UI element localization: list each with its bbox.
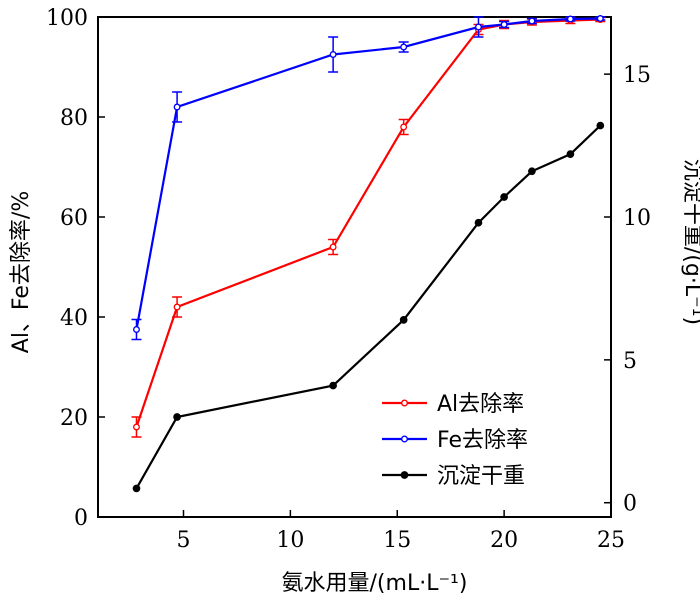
series-1-point-3 xyxy=(400,43,408,51)
y-left-axis-label: Al、Fe去除率/% xyxy=(9,191,34,353)
y-right-tick-label-2: 10 xyxy=(623,206,651,231)
x-tick-label-2: 15 xyxy=(383,528,411,553)
legend-marker-1 xyxy=(401,435,408,443)
y-left-tick-label-5: 100 xyxy=(46,6,88,31)
series-1-point-5 xyxy=(500,21,508,28)
series-2-point-6 xyxy=(528,167,536,176)
series-0-point-3 xyxy=(400,123,408,131)
series-2-point-7 xyxy=(566,150,575,158)
series-1-point-8 xyxy=(596,15,604,22)
series-2-line xyxy=(135,124,602,489)
legend-item-0: Al去除率 xyxy=(382,392,524,417)
legend-marker-0 xyxy=(401,399,408,407)
series-0-line xyxy=(135,18,601,428)
series-1-point-0 xyxy=(133,326,140,333)
series-0-point-0 xyxy=(133,423,140,431)
series-1-point-4 xyxy=(475,23,482,31)
plot-frame xyxy=(97,16,612,518)
y-left-tick-label-2: 40 xyxy=(60,306,88,331)
series-1-point-2 xyxy=(329,51,337,58)
series-1-point-7 xyxy=(566,15,574,23)
series-1-point-1 xyxy=(173,103,181,111)
legend-marker-2 xyxy=(400,471,409,479)
series-2-point-1 xyxy=(173,413,181,421)
series-2-point-3 xyxy=(399,316,408,324)
y-left-tick-label-1: 20 xyxy=(60,406,88,431)
y-right-tick-label-3: 15 xyxy=(623,63,651,88)
legend-item-1: Fe去除率 xyxy=(382,428,528,453)
x-axis-label: 氨水用量/(mL·L⁻¹) xyxy=(282,571,468,596)
y-left-tick-label-0: 0 xyxy=(74,506,88,531)
x-tick-label-1: 10 xyxy=(276,528,304,553)
series-2-point-0 xyxy=(132,484,141,493)
series-0-point-1 xyxy=(173,303,181,311)
legend-label-0: Al去除率 xyxy=(437,392,524,417)
series-2-point-4 xyxy=(474,218,483,227)
series-1-point-6 xyxy=(528,17,536,25)
y-right-axis-label: 沉淀干重/(g·L⁻¹) xyxy=(680,159,700,325)
y-right-tick-label-1: 5 xyxy=(623,349,637,374)
legend-item-2: 沉淀干重 xyxy=(382,464,525,489)
series-2-point-2 xyxy=(329,381,337,390)
x-tick-label-4: 25 xyxy=(597,528,625,553)
legend-label-2: 沉淀干重 xyxy=(437,464,525,489)
series-0-point-2 xyxy=(329,243,337,251)
legend-label-1: Fe去除率 xyxy=(437,428,528,453)
series-2-point-8 xyxy=(596,121,605,130)
x-tick-label-3: 20 xyxy=(490,528,518,553)
y-left-tick-label-3: 60 xyxy=(60,206,88,231)
y-left-tick-label-4: 80 xyxy=(60,106,88,131)
series-2-point-5 xyxy=(500,193,508,201)
x-tick-label-0: 5 xyxy=(177,528,191,553)
y-right-tick-label-0: 0 xyxy=(623,492,637,517)
